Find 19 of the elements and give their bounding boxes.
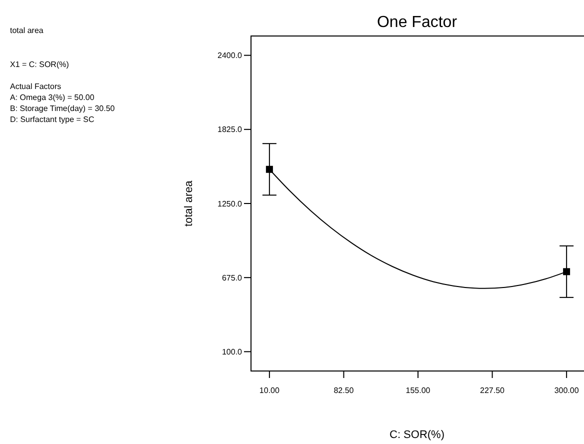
x-tick-label: 227.50 xyxy=(480,386,506,395)
y-tick-label: 1250.0 xyxy=(218,199,243,208)
x-tick-label: 155.00 xyxy=(406,386,431,395)
text: B: Storage Time(day) = 30.50 xyxy=(10,104,116,113)
x-axis-title: C: SOR(%) xyxy=(390,429,444,441)
y-tick-label: 2400.0 xyxy=(218,51,243,60)
y-tick-label: 1825.0 xyxy=(218,125,243,134)
text: Actual Factors xyxy=(10,82,62,91)
text: X1 = C: SOR(%) xyxy=(10,60,70,69)
x-tick-label: 82.50 xyxy=(334,386,354,395)
text: A: Omega 3(%) = 50.00 xyxy=(10,93,95,102)
x-tick-label: 10.00 xyxy=(259,386,280,395)
text: D: Surfactant type = SC xyxy=(10,115,94,124)
y-tick-label: 100.0 xyxy=(222,347,243,356)
chart-title: One Factor xyxy=(376,14,458,31)
y-tick-label: 675.0 xyxy=(222,273,243,282)
x-tick-label: 300.00 xyxy=(554,386,580,395)
text: total area xyxy=(10,26,44,35)
y-axis-title: total area xyxy=(183,180,195,226)
